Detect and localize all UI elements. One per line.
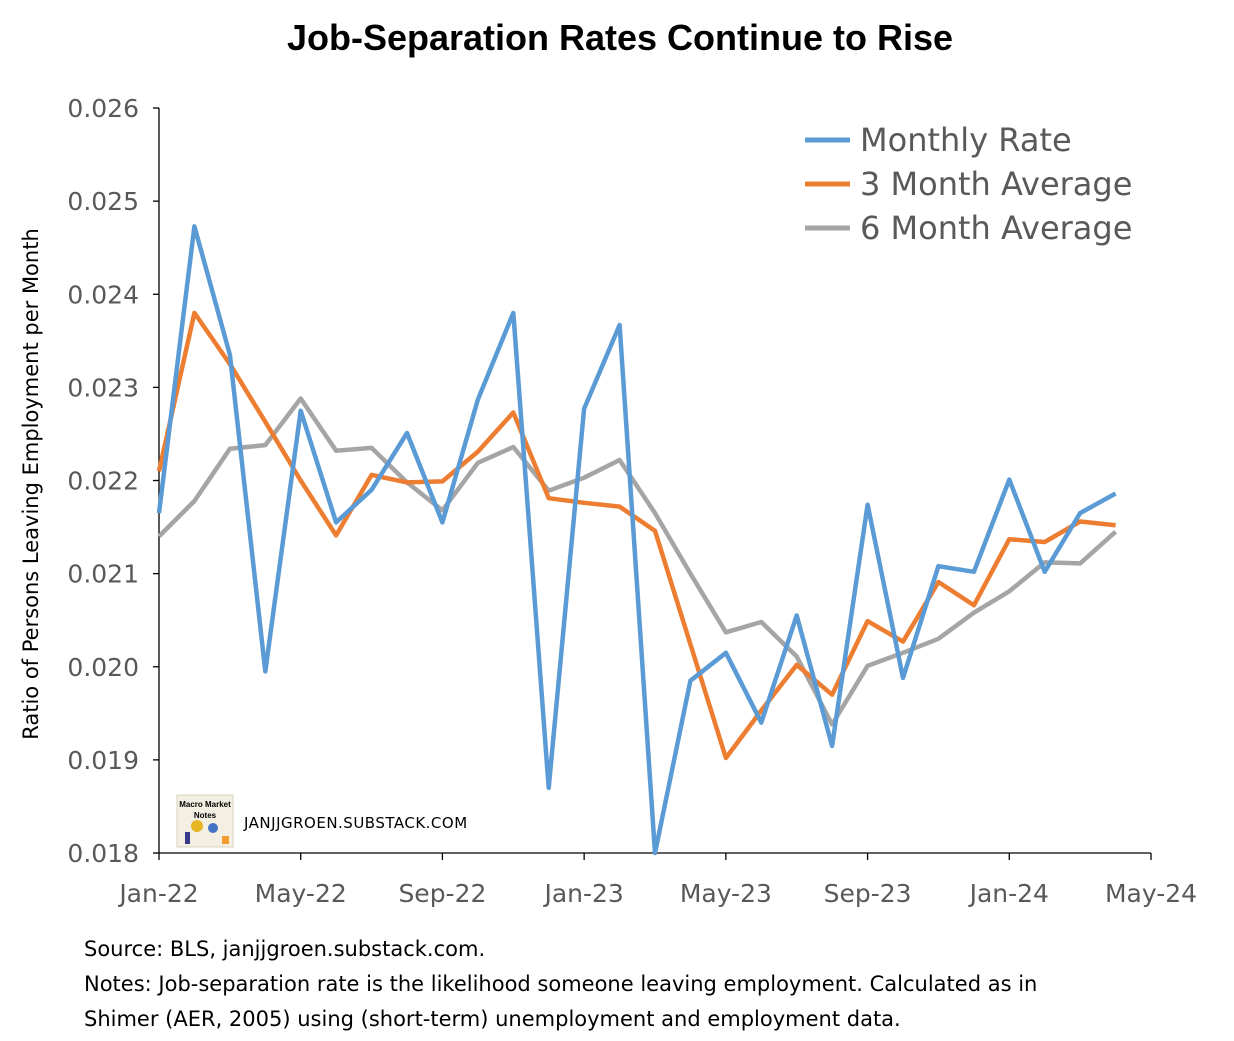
y-tick-label: 0.024: [67, 280, 139, 309]
x-tick-label: Jan-24: [968, 879, 1049, 908]
x-tick-label: Sep-23: [824, 879, 912, 908]
chart: Job-Separation Rates Continue to Rise Ra…: [19, 17, 1197, 908]
footer: Source: BLS, janjjgroen.substack.com. No…: [84, 932, 1194, 1037]
x-tick-label: May-24: [1105, 879, 1197, 908]
y-tick-label: 0.022: [67, 467, 139, 496]
source-note: Source: BLS, janjjgroen.substack.com.: [84, 937, 486, 961]
watermark-site: JANJJGROEN.SUBSTACK.COM: [243, 814, 468, 832]
x-tick-label: Jan-22: [117, 879, 198, 908]
y-tick-label: 0.025: [67, 187, 139, 216]
y-tick-label: 0.026: [67, 94, 139, 123]
x-tick-label: May-22: [255, 879, 347, 908]
series-line-6-month-average: [157, 396, 1118, 727]
macro-market-notes-logo: Macro Market Notes: [176, 794, 234, 848]
y-tick-label: 0.021: [67, 560, 139, 589]
x-tick-label: Jan-23: [542, 879, 623, 908]
legend-label: 3 Month Average: [860, 165, 1132, 203]
watermark: Macro Market Notes JANJJGROEN.SUBSTACK.C…: [176, 794, 468, 848]
y-axis-ticks: 0.018 0.019 0.020 0.021 0.022 0.023 0.024 0.025…: [67, 94, 159, 868]
y-axis-label: Ratio of Persons Leaving Employment per …: [19, 228, 43, 740]
series-lines: [156, 224, 1118, 856]
y-tick-label: 0.020: [67, 653, 139, 682]
y-tick-label: 0.023: [67, 373, 139, 402]
y-tick-label: 0.019: [67, 746, 139, 775]
svg-text:Macro Market: Macro Market: [179, 800, 231, 809]
notes-line-1: Notes: Job-separation rate is the likeli…: [84, 972, 1038, 996]
y-tick-label: 0.018: [67, 839, 139, 868]
legend-label: Monthly Rate: [860, 121, 1072, 159]
notes-line-2: Shimer (AER, 2005) using (short-term) un…: [84, 1007, 901, 1031]
legend: Monthly Rate 3 Month Average 6 Month Avera…: [805, 121, 1132, 247]
x-tick-label: Sep-22: [398, 879, 486, 908]
legend-label: 6 Month Average: [860, 209, 1132, 247]
svg-text:Notes: Notes: [194, 811, 217, 820]
series-line-3-month-average: [156, 310, 1116, 761]
x-axis-ticks: Jan-22 May-22 Sep-22 Jan-23 May-23 Sep-23 Jan-…: [117, 853, 1197, 908]
x-tick-label: May-23: [680, 879, 772, 908]
series-line-monthly-rate: [156, 224, 1117, 856]
chart-title: Job-Separation Rates Continue to Rise: [287, 17, 953, 58]
